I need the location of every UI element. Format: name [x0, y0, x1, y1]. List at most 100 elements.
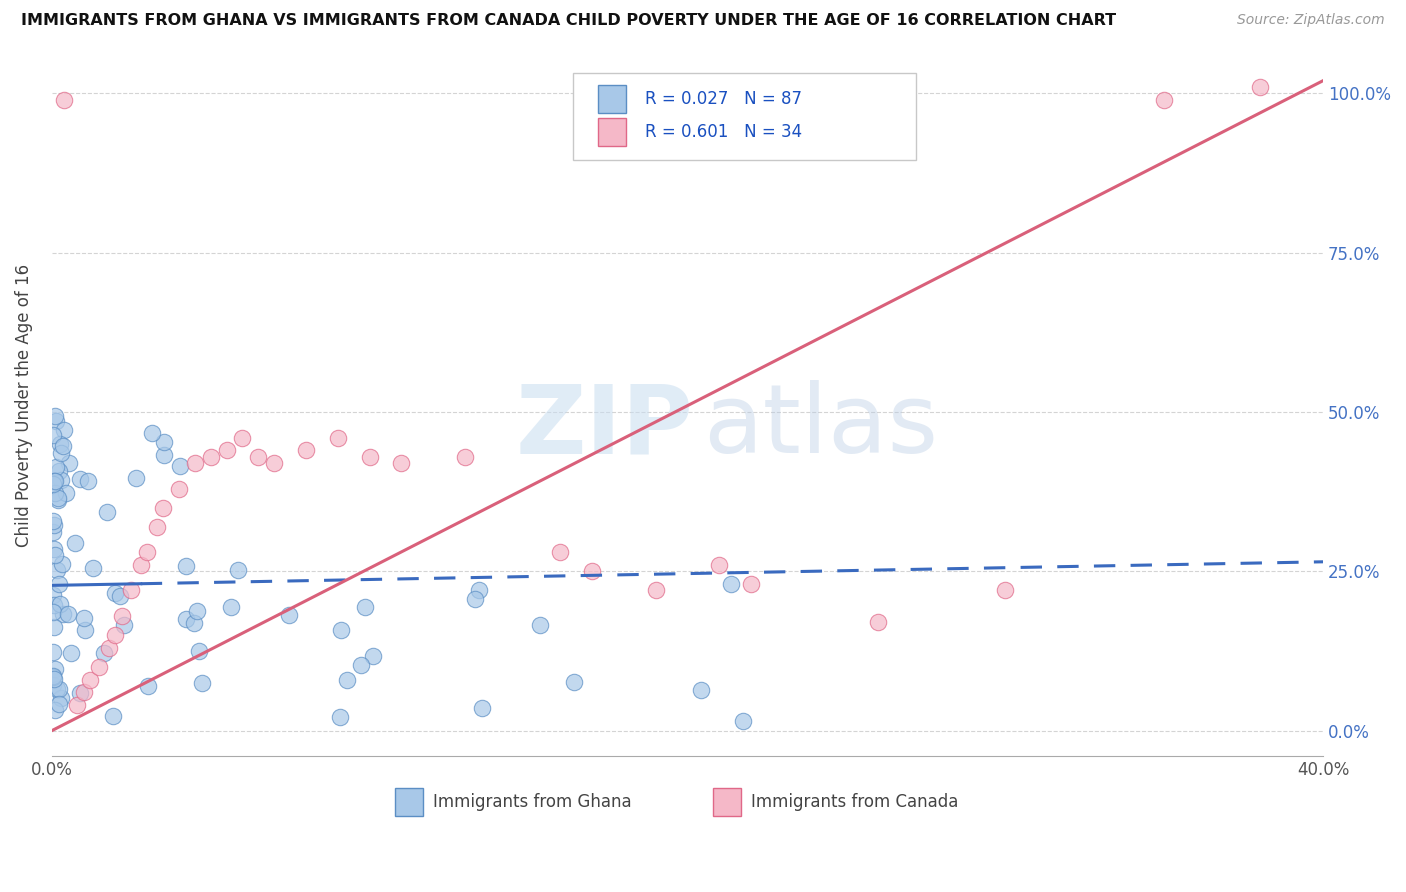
Point [42, 588, 65, 602]
Point [278, 608, 301, 623]
Point [167, 482, 190, 496]
Point [186, 604, 208, 618]
Point [79, 673, 101, 687]
Point [69, 685, 91, 699]
Point [75, 624, 97, 638]
Point [330, 623, 353, 637]
Point [350, 658, 373, 673]
Point [44, 474, 66, 488]
Point [42, 670, 65, 684]
Point [44, 409, 66, 423]
Point [247, 450, 270, 464]
Point [58, 456, 80, 470]
Point [45, 414, 67, 428]
Point [49, 436, 72, 450]
Point [46, 492, 69, 507]
Point [49, 691, 72, 706]
Point [104, 628, 127, 642]
Point [53, 93, 76, 107]
Point [581, 565, 603, 579]
Point [46, 682, 69, 697]
Point [740, 577, 762, 591]
FancyBboxPatch shape [599, 119, 627, 146]
Point [868, 615, 890, 630]
Point [190, 675, 212, 690]
Point [97, 640, 120, 655]
Point [454, 450, 477, 464]
Point [42, 672, 65, 686]
Point [200, 450, 222, 464]
Point [353, 600, 375, 615]
Point [42, 476, 65, 491]
Point [45, 460, 67, 475]
Point [49, 446, 72, 460]
Point [326, 430, 349, 444]
Point [690, 682, 713, 697]
Point [295, 443, 318, 458]
Point [145, 520, 167, 534]
Point [136, 545, 159, 559]
Point [66, 698, 89, 713]
Text: atlas: atlas [703, 380, 938, 473]
Point [219, 600, 242, 615]
Point [169, 458, 191, 473]
Point [1153, 93, 1175, 107]
Point [42, 620, 65, 634]
Point [44, 486, 66, 500]
Y-axis label: Child Poverty Under the Age of 16: Child Poverty Under the Age of 16 [15, 264, 32, 547]
Text: IMMIGRANTS FROM GHANA VS IMMIGRANTS FROM CANADA CHILD POVERTY UNDER THE AGE OF 1: IMMIGRANTS FROM GHANA VS IMMIGRANTS FROM… [21, 13, 1116, 29]
Point [174, 612, 197, 626]
Point [120, 583, 142, 598]
Point [55, 486, 77, 500]
Point [112, 617, 135, 632]
Point [153, 434, 176, 449]
Point [104, 585, 127, 599]
FancyBboxPatch shape [713, 788, 741, 816]
Point [994, 583, 1017, 598]
Point [72, 685, 94, 699]
Point [136, 679, 159, 693]
Point [183, 616, 205, 631]
Point [42, 645, 65, 659]
Point [471, 700, 494, 714]
Point [42, 598, 65, 612]
Point [129, 558, 152, 572]
Point [389, 456, 412, 470]
Point [52, 607, 75, 621]
Point [42, 606, 65, 620]
FancyBboxPatch shape [574, 72, 917, 161]
Point [44, 703, 66, 717]
Point [48, 576, 70, 591]
Point [153, 448, 176, 462]
Point [464, 592, 486, 607]
Point [550, 545, 572, 559]
Point [152, 500, 174, 515]
Point [48, 464, 70, 478]
Point [44, 662, 66, 676]
Point [361, 649, 384, 664]
Point [51, 557, 73, 571]
Point [52, 439, 75, 453]
Text: Immigrants from Ghana: Immigrants from Ghana [433, 793, 631, 811]
Point [468, 582, 491, 597]
Point [720, 576, 742, 591]
Text: Source: ZipAtlas.com: Source: ZipAtlas.com [1237, 13, 1385, 28]
Point [231, 430, 253, 444]
Point [93, 646, 115, 660]
Point [42, 428, 65, 442]
Point [46, 563, 69, 577]
Point [49, 473, 72, 487]
Point [529, 618, 551, 632]
FancyBboxPatch shape [599, 86, 627, 113]
Point [709, 558, 731, 572]
Point [111, 609, 134, 624]
Point [53, 423, 76, 437]
Text: R = 0.027   N = 87: R = 0.027 N = 87 [645, 90, 803, 108]
Point [49, 597, 72, 611]
Point [42, 669, 65, 683]
Point [59, 646, 82, 660]
Point [56, 607, 79, 622]
Point [215, 443, 238, 458]
Point [42, 678, 65, 692]
Point [329, 710, 352, 724]
